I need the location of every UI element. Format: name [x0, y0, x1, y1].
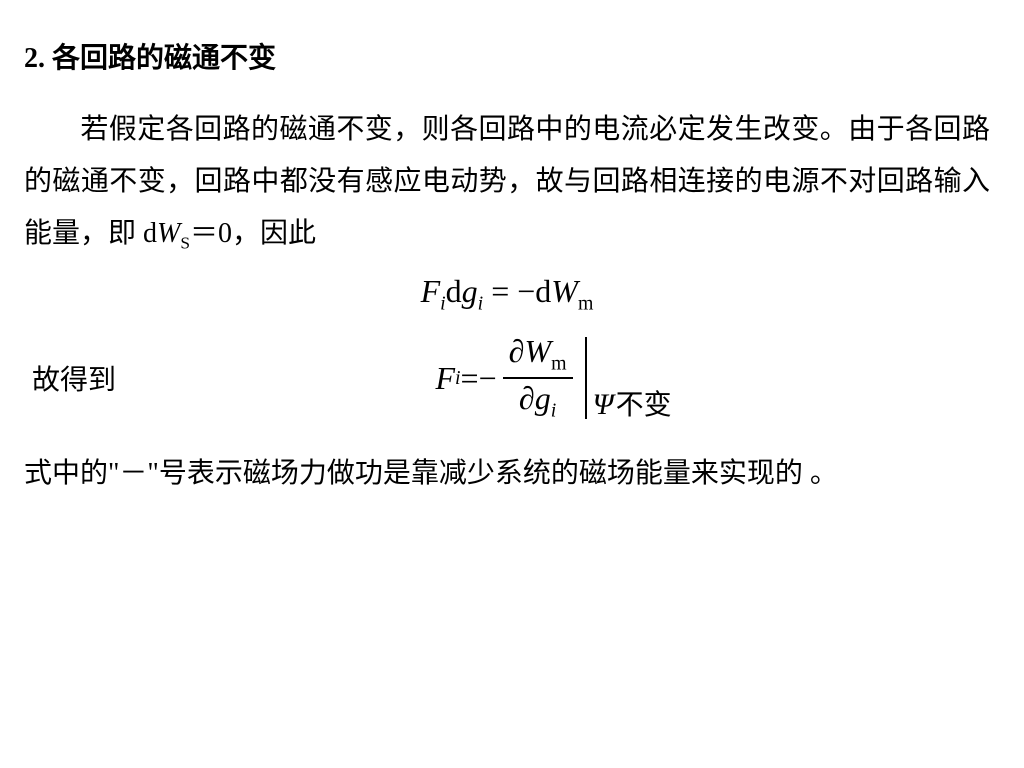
eq2-W: W: [524, 333, 551, 369]
para1-post: ＝0，因此: [190, 218, 316, 249]
eq1-sub-m: m: [578, 293, 593, 315]
inline-dWs: dWS: [143, 218, 190, 249]
psi-symbol: Ψ: [593, 388, 614, 421]
equation-2-wrap: Fi = − ∂Wm ∂gi Ψ不变: [162, 334, 860, 422]
eq2-F: F: [435, 360, 455, 397]
eq2-equals: =: [461, 360, 479, 397]
section-heading: 2. 各回路的磁通不变: [24, 36, 990, 76]
equation-2-label: 故得到: [24, 358, 162, 398]
paragraph-1: 若假定各回路的磁通不变，则各回路中的电流必定发生改变。由于各回路的磁通不变，回路…: [24, 104, 990, 259]
eq1-d1: d: [446, 273, 462, 309]
eq2-minus: −: [479, 360, 497, 397]
dWs-S: S: [180, 233, 190, 252]
equation-2: Fi = − ∂Wm ∂gi Ψ不变: [435, 334, 586, 422]
eq2-sub-gi: i: [551, 399, 557, 421]
eq2-denominator: ∂gi: [513, 381, 562, 422]
slide-page: 2. 各回路的磁通不变 若假定各回路的磁通不变，则各回路中的电流必定发生改变。由…: [0, 0, 1024, 768]
eq1-g: g: [462, 273, 478, 309]
fraction-bar: [503, 377, 573, 379]
equation-1-block: Fidgi = −dWm: [24, 273, 990, 315]
eq2-partial-den: ∂: [519, 380, 535, 416]
equation-2-row: 故得到 Fi = − ∂Wm ∂gi Ψ不变: [24, 334, 990, 422]
equation-1: Fidgi = −dWm: [421, 273, 594, 309]
eq2-fraction: ∂Wm ∂gi: [503, 334, 573, 422]
psi-const-text: 不变: [616, 390, 672, 421]
eq1-d2: d: [535, 273, 551, 309]
eq1-F: F: [421, 273, 441, 309]
eq1-W: W: [551, 273, 578, 309]
dWs-W: W: [157, 218, 180, 249]
eq2-g: g: [535, 380, 551, 416]
dWs-d: d: [143, 218, 157, 249]
eq1-minus: −: [517, 273, 535, 309]
eq2-sub-m: m: [551, 352, 566, 374]
eq2-numerator: ∂Wm: [503, 334, 573, 375]
paragraph-2: 式中的"－"号表示磁场力做功是靠减少系统的磁场能量来实现的 。: [24, 448, 990, 500]
eq1-equals: =: [483, 273, 517, 309]
evaluation-condition: Ψ不变: [593, 383, 672, 423]
evaluation-bar: Ψ不变: [585, 337, 587, 419]
eq2-partial-num: ∂: [509, 333, 525, 369]
